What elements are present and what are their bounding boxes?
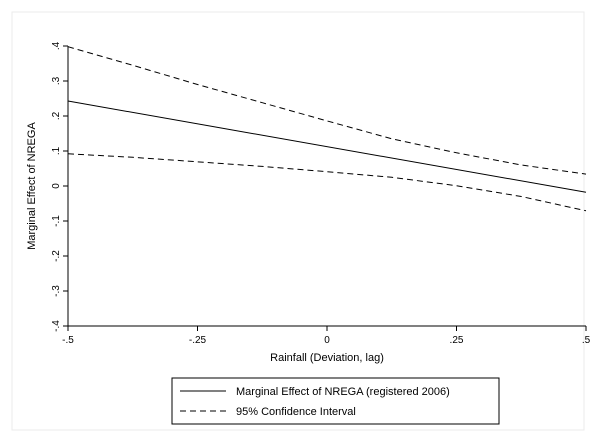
y-tick-label: 0	[51, 183, 62, 189]
y-tick-label: -.4	[51, 320, 62, 332]
x-tick-label: .5	[582, 335, 591, 346]
y-tick-label: -.2	[51, 250, 62, 262]
x-axis-title: Rainfall (Deviation, lag)	[270, 352, 384, 364]
y-tick-label: -.1	[51, 215, 62, 227]
x-tick-label: -.25	[189, 335, 207, 346]
y-tick-label: -.3	[51, 285, 62, 297]
legend-label-ci: 95% Confidence Interval	[236, 406, 356, 418]
legend: Marginal Effect of NREGA (registered 200…	[172, 378, 499, 424]
y-tick-label: .2	[51, 111, 62, 120]
legend-label-effect: Marginal Effect of NREGA (registered 200…	[236, 386, 450, 398]
x-tick-label: -.5	[62, 335, 74, 346]
y-tick-label: .1	[51, 146, 62, 155]
y-tick-label: .4	[51, 41, 62, 50]
x-tick-label: 0	[324, 335, 330, 346]
x-tick-label: .25	[450, 335, 464, 346]
y-tick-label: .3	[51, 76, 62, 85]
y-axis-title: Marginal Effect of NREGA	[26, 122, 38, 250]
plot-region	[12, 12, 584, 430]
